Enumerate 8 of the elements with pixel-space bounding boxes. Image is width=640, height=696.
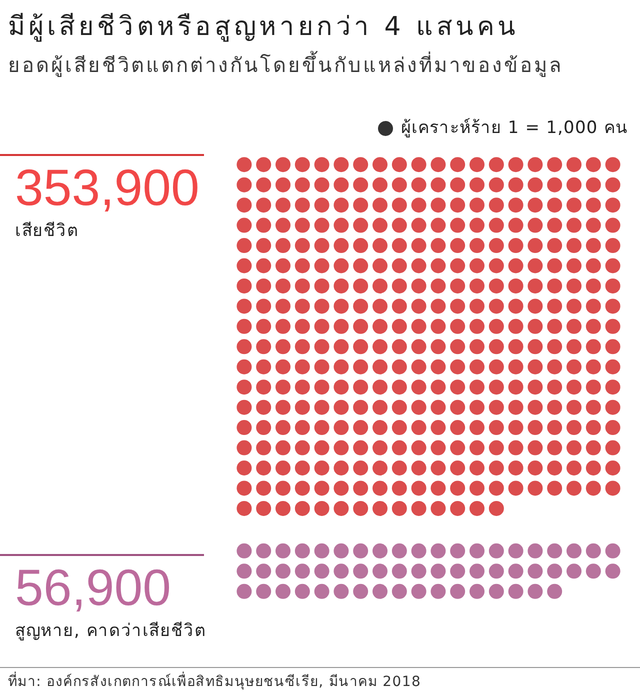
text: ที่มา: องค์กรสังเกตการณ์เพื่อสิทธิมนุษยชนซีเรีย, มีนาคม 2018: [8, 672, 422, 692]
category-label: เสียชีวิต: [15, 220, 79, 242]
data-label: 353,900: [15, 159, 200, 216]
text: ยอดผู้เสียชีวิตแตกต่างกันโดยขึ้นกับแหล่งที่มาของข้อมูล: [8, 51, 563, 79]
category-label: สูญหาย, คาดว่าเสียชีวิต: [15, 620, 206, 642]
data-label: 56,900: [15, 558, 171, 616]
legend-title: ผู้เคราะห์ร้าย 1 = 1,000 คน: [400, 117, 628, 139]
text: มีผู้เสียชีวิตหรือสูญหายกว่า 4 แสนคน: [8, 11, 519, 43]
